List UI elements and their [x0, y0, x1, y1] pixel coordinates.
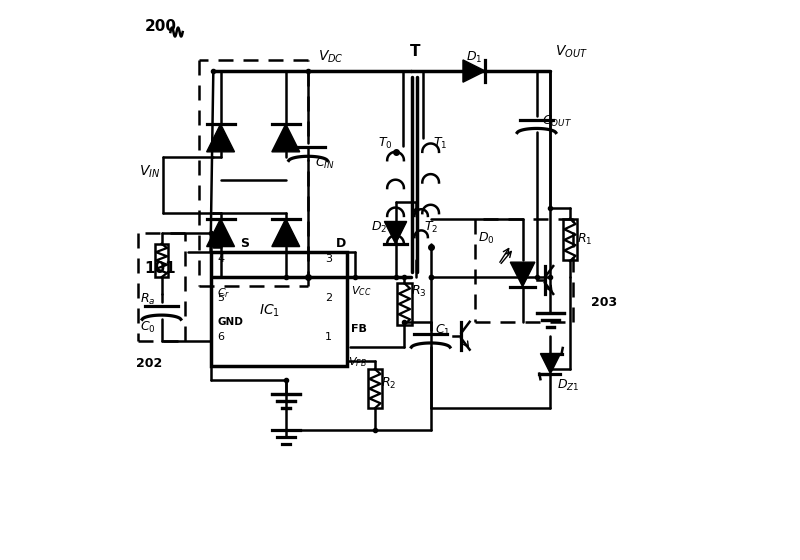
Text: S: S — [241, 237, 250, 250]
Text: $R_1$: $R_1$ — [577, 232, 593, 247]
Text: 5: 5 — [217, 293, 224, 303]
Text: D: D — [336, 237, 346, 250]
Text: $V_{CC}$: $V_{CC}$ — [351, 284, 371, 298]
Polygon shape — [384, 222, 406, 244]
Text: 101: 101 — [145, 262, 177, 276]
Polygon shape — [206, 124, 234, 152]
Bar — [398, 283, 412, 325]
Text: T: T — [410, 44, 421, 59]
Text: $V_{IN}$: $V_{IN}$ — [139, 163, 161, 180]
Polygon shape — [272, 124, 300, 152]
Text: $D_2$: $D_2$ — [371, 220, 387, 235]
Text: $T_2$: $T_2$ — [424, 220, 438, 235]
Text: $C_r$: $C_r$ — [217, 286, 230, 300]
Text: $V_{OUT}$: $V_{OUT}$ — [555, 43, 588, 60]
Text: $C_1$: $C_1$ — [434, 323, 450, 338]
Bar — [210, 252, 347, 366]
Text: GND: GND — [217, 317, 243, 327]
Text: 4: 4 — [217, 254, 224, 264]
Polygon shape — [206, 219, 234, 246]
Text: $D_1$: $D_1$ — [466, 50, 482, 64]
Text: 6: 6 — [217, 332, 224, 342]
Text: 203: 203 — [590, 296, 617, 309]
Text: 202: 202 — [137, 357, 162, 370]
Polygon shape — [463, 60, 486, 82]
Text: $C_0$: $C_0$ — [140, 320, 155, 335]
Polygon shape — [272, 219, 300, 246]
Bar — [155, 244, 168, 277]
Text: 2: 2 — [325, 293, 332, 303]
Text: $R_2$: $R_2$ — [381, 376, 396, 391]
Text: $R_a$: $R_a$ — [140, 292, 155, 307]
Bar — [368, 369, 382, 408]
Text: 200: 200 — [145, 19, 177, 34]
Text: $T_0$: $T_0$ — [378, 136, 393, 151]
Text: 1: 1 — [325, 332, 332, 342]
Text: $V_{FB}$: $V_{FB}$ — [348, 356, 366, 370]
Text: $D_{Z1}$: $D_{Z1}$ — [557, 379, 579, 394]
Text: $R_3$: $R_3$ — [411, 283, 426, 298]
Text: $C_{IN}$: $C_{IN}$ — [315, 156, 335, 171]
Polygon shape — [510, 262, 535, 287]
Text: $IC_1$: $IC_1$ — [258, 302, 279, 319]
Text: $C_{OUT}$: $C_{OUT}$ — [542, 114, 572, 129]
Polygon shape — [541, 353, 561, 374]
Text: $D_0$: $D_0$ — [478, 231, 494, 246]
Text: 3: 3 — [325, 254, 332, 264]
Text: $T_1$: $T_1$ — [433, 136, 447, 151]
Text: $V_{DC}$: $V_{DC}$ — [318, 49, 343, 66]
Bar — [563, 219, 577, 260]
Text: FB: FB — [351, 324, 367, 334]
